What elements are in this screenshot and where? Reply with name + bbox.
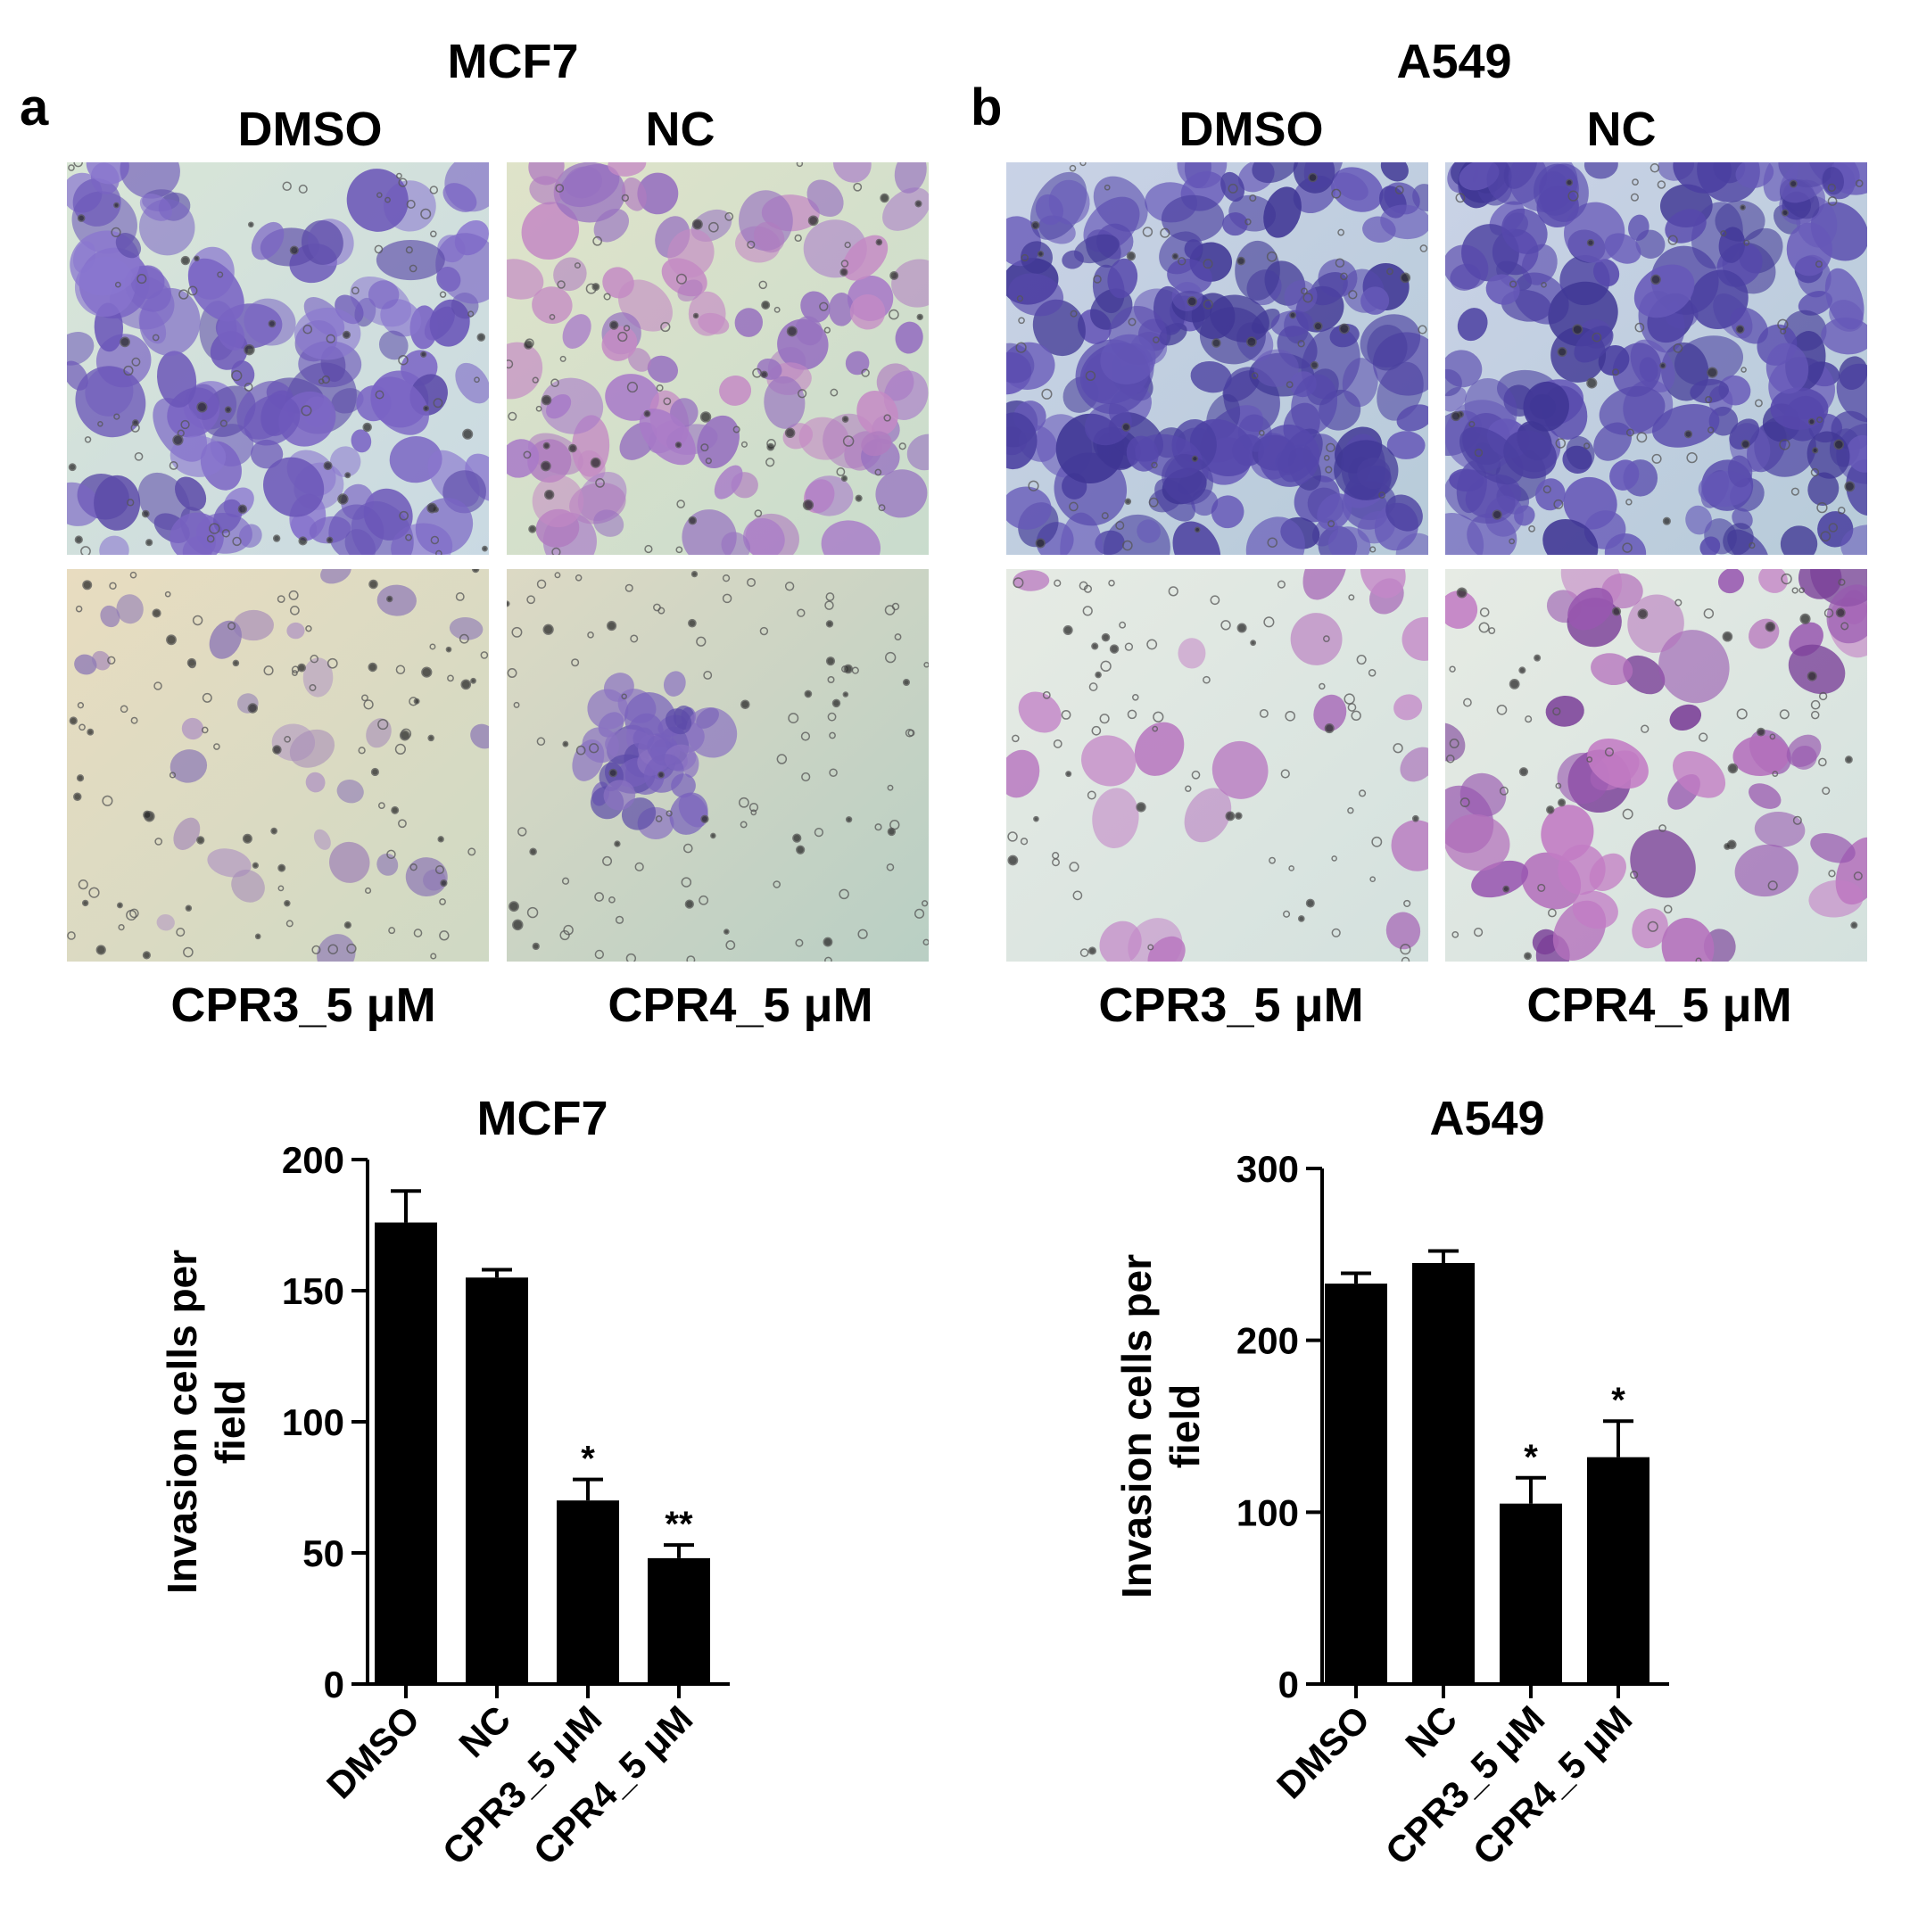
panel-a-label-dmso: DMSO [237,103,383,156]
x-tick-label: NC [1397,1697,1465,1765]
micrograph-a549-cpr3 [1006,569,1428,962]
y-tick-label: 0 [324,1664,344,1705]
chart-title: A549 [1429,1092,1544,1145]
y-tick-label: 200 [1236,1320,1299,1362]
panel-a-label-nc: NC [645,103,715,156]
y-axis-label-line: field [207,1380,253,1465]
bar [557,1500,619,1684]
bar [1325,1284,1387,1684]
y-tick-label: 50 [302,1532,344,1574]
y-axis-label-line: Invasion cells per [159,1250,205,1594]
y-axis-label-line: Invasion cells per [1113,1254,1160,1598]
micrograph-a549-cpr4 [1445,569,1867,962]
y-tick-label: 300 [1236,1148,1299,1190]
bar-chart-a549: A549 Invasion cells per field 0 100 200 300 DMS… [1113,1092,1669,1873]
significance-marker: * [581,1440,595,1479]
micrograph-mcf7-nc [507,162,929,555]
micrograph-mcf7-dmso [67,162,489,555]
bar [1412,1262,1475,1684]
significance-marker: * [1611,1381,1625,1420]
panel-b-label-cpr4: CPR4_5 μM [1526,978,1792,1032]
panel-letter-b: b [971,78,1003,136]
panel-a-cell-line-title: MCF7 [447,35,579,88]
x-tick-label: NC [451,1697,518,1765]
micrograph-a549-dmso [1006,162,1428,555]
panel-letter-a: a [20,78,49,136]
x-tick-label: DMSO [318,1697,427,1806]
bar [466,1277,528,1684]
micrograph-a549-nc [1445,162,1867,555]
bar [375,1222,437,1684]
bar [1500,1503,1562,1684]
significance-marker: * [1524,1438,1538,1477]
panel-a-label-cpr3: CPR3_5 μM [170,978,436,1032]
y-tick-label: 100 [282,1401,344,1443]
x-tick-label: DMSO [1269,1697,1377,1806]
bar [1587,1457,1650,1684]
micrograph-mcf7-cpr4 [507,569,929,962]
y-tick-label: 150 [282,1270,344,1312]
y-tick-label: 100 [1236,1491,1299,1533]
panel-b-label-cpr3: CPR3_5 μM [1098,978,1364,1032]
bar [648,1557,710,1684]
chart-title: MCF7 [477,1092,608,1145]
micrograph-mcf7-cpr3 [67,569,489,962]
y-axis-label: Invasion cells per field [159,1250,253,1594]
y-tick-label: 0 [1278,1664,1299,1705]
panel-a-label-cpr4: CPR4_5 μM [608,978,873,1032]
significance-marker: ** [665,1505,693,1544]
y-axis-label: Invasion cells per field [1113,1254,1208,1598]
y-tick-label: 200 [282,1139,344,1181]
panel-b-cell-line-title: A549 [1396,35,1512,88]
bar-chart-mcf7: MCF7 Invasion cells per field 0 50 100 150 200 D… [159,1092,730,1873]
panel-b-label-dmso: DMSO [1178,103,1324,156]
panel-b-label-nc: NC [1586,103,1657,156]
y-axis-label-line: field [1162,1384,1208,1469]
